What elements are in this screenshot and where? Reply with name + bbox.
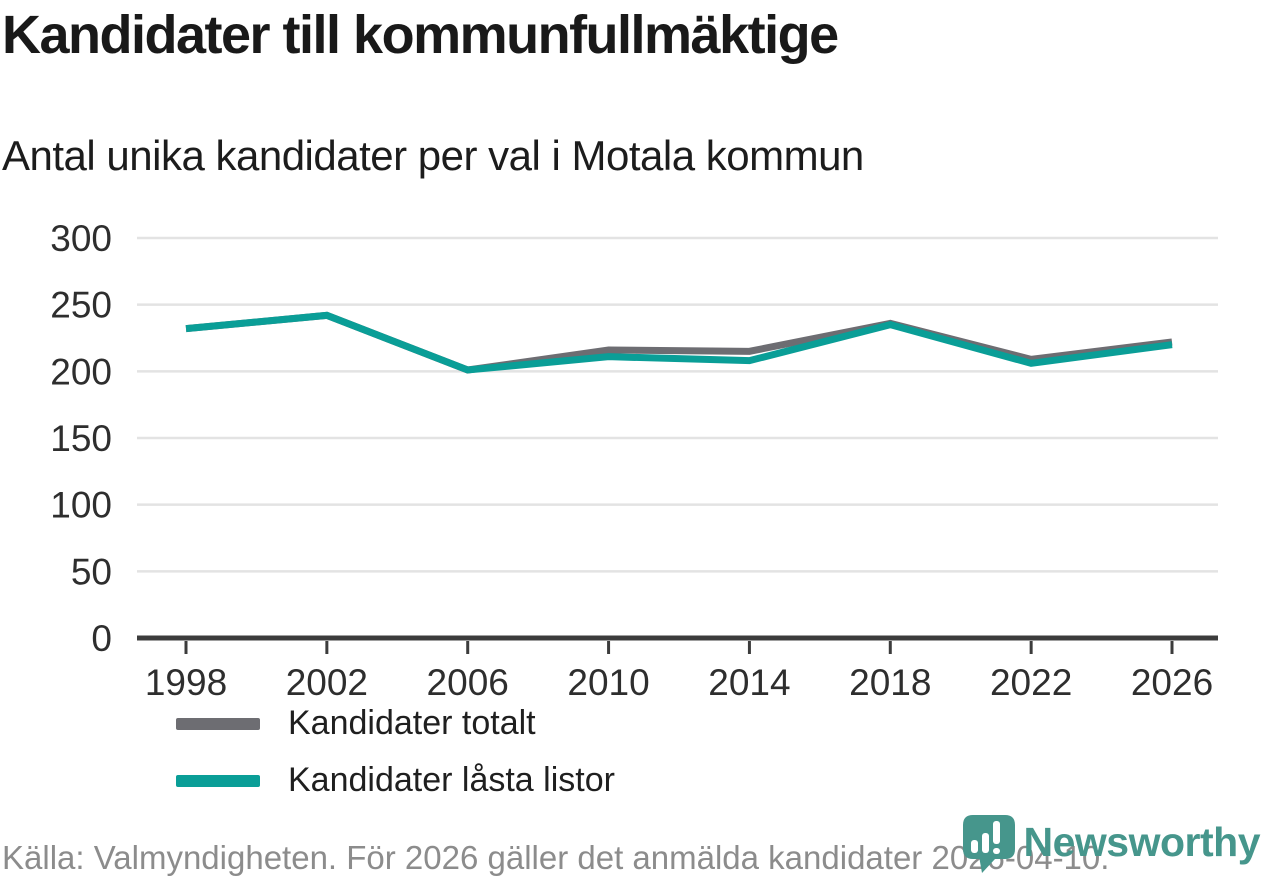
legend-label-totalt: Kandidater totalt: [288, 704, 536, 742]
line-chart: 0 50 100 150 200 250 300 1998 2002 2006 2010 2014 20…: [0, 210, 1262, 799]
chart-title: Kandidater till kommunfullmäktige: [2, 5, 839, 65]
x-tick-label-2002: 2002: [286, 662, 368, 703]
legend-swatch-lasta-listor: [176, 774, 260, 787]
y-tick-label-100: 100: [50, 485, 112, 526]
y-tick-label-200: 200: [50, 351, 112, 392]
y-tick-label-50: 50: [71, 551, 112, 592]
legend-item-kandidater-lasta-listor: Kandidater låsta listor: [176, 761, 615, 800]
legend-item-kandidater-totalt: Kandidater totalt: [176, 704, 536, 743]
legend-label-lasta-listor: Kandidater låsta listor: [288, 761, 615, 799]
source-note: Källa: Valmyndigheten. För 2026 gäller d…: [2, 839, 1110, 876]
chart-subtitle: Antal unika kandidater per val i Motala …: [2, 132, 864, 179]
x-tick-label-2010: 2010: [567, 662, 649, 703]
newsworthy-bubble-chart-icon: [962, 815, 1015, 873]
series-line-1: [185, 311, 1173, 374]
line-chart-canvas: 0 50 100 150 200 250 300 1998 2002 2006 2010 2014 20…: [50, 218, 1218, 703]
x-tick-label-2018: 2018: [849, 662, 931, 703]
x-tick-label-1998: 1998: [145, 662, 227, 703]
newsworthy-wordmark: Newsworthy: [1023, 818, 1261, 865]
x-tick-label-2026: 2026: [1131, 662, 1213, 703]
x-tick-label-2014: 2014: [708, 662, 790, 703]
y-tick-label-150: 150: [50, 418, 112, 459]
x-tick-label-2022: 2022: [990, 662, 1072, 703]
y-tick-label-0: 0: [91, 618, 112, 659]
x-tick-label-2006: 2006: [427, 662, 509, 703]
newsworthy-logo: Newsworthy: [962, 810, 1261, 874]
y-tick-label-300: 300: [50, 218, 112, 259]
legend-swatch-totalt: [176, 717, 260, 730]
y-tick-label-250: 250: [50, 285, 112, 326]
